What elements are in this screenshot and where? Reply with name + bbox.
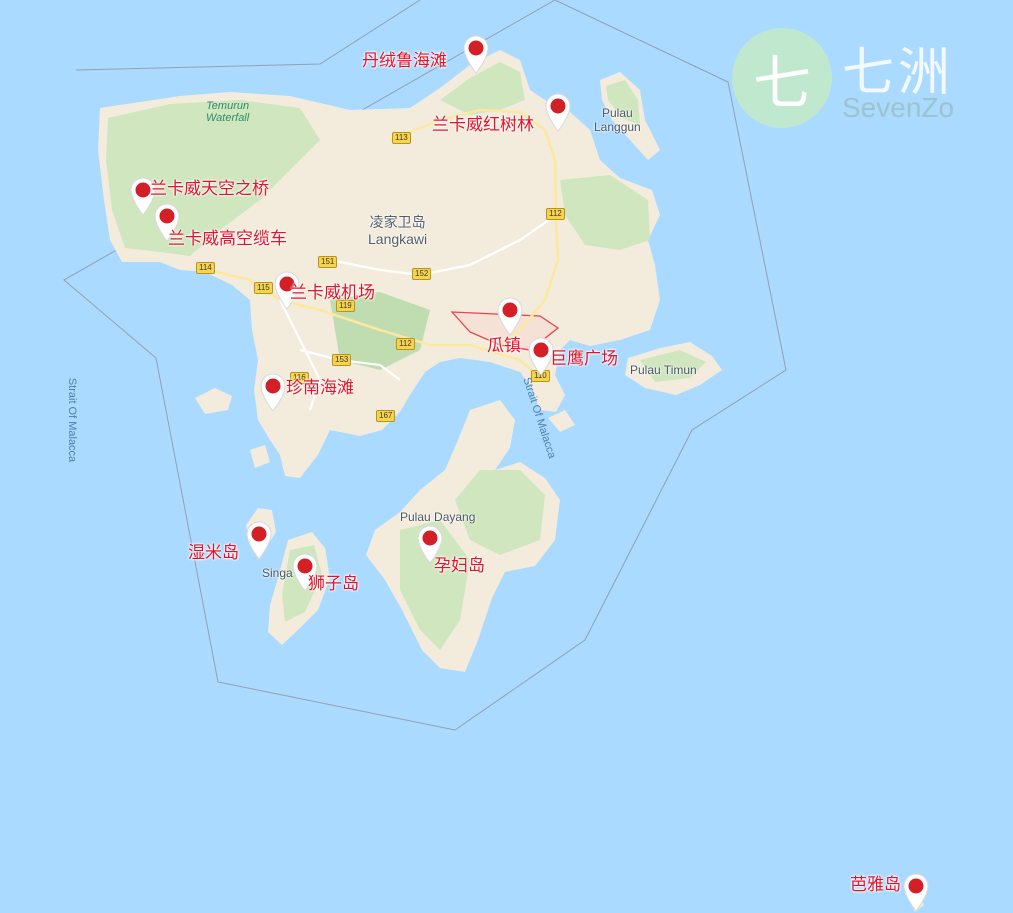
road-shield: 119 bbox=[336, 300, 355, 312]
place-label-line: Langgun bbox=[594, 120, 641, 135]
road-shield: 152 bbox=[412, 268, 432, 280]
forest-area bbox=[455, 470, 545, 555]
road-shield: 153 bbox=[332, 354, 352, 366]
map-pin-icon[interactable] bbox=[244, 520, 274, 560]
waterfall-label-line: Waterfall bbox=[206, 112, 250, 125]
road-shield: 112 bbox=[546, 208, 565, 220]
road-shield: 113 bbox=[392, 132, 411, 144]
pulau-dayang-label: Pulau Dayang bbox=[400, 510, 475, 524]
strait-label-west: Strait Of Malacca bbox=[66, 377, 79, 463]
forest-area bbox=[640, 350, 706, 382]
road-shield: 115 bbox=[254, 282, 273, 294]
road bbox=[279, 299, 322, 411]
map-pin-icon[interactable] bbox=[543, 92, 573, 132]
pulau-singa-label: Singa bbox=[262, 566, 293, 580]
poi-label-mangrove[interactable]: 兰卡威红树林 bbox=[432, 115, 534, 135]
logo-circle bbox=[732, 28, 832, 128]
sevenzo-logo: 七 七洲 SevenZo bbox=[732, 28, 992, 133]
forest-area bbox=[400, 520, 470, 650]
main-island-label: 凌家卫岛 Langkawi bbox=[368, 214, 427, 248]
logo-glyph: 七 bbox=[752, 49, 811, 117]
road-shield: 116 bbox=[290, 372, 309, 384]
pulau-langgun-label: Pulau Langgun bbox=[594, 106, 641, 135]
district-boundary bbox=[63, 0, 787, 731]
poi-label-cenang-beach[interactable]: 珍南海滩 bbox=[286, 378, 354, 398]
place-label-line: Pulau Dayang bbox=[400, 510, 476, 524]
pulau-timun-label: Pulau Timun bbox=[630, 363, 697, 377]
main-island-name-cn: 凌家卫岛 bbox=[369, 214, 426, 230]
poi-label-kuah[interactable]: 瓜镇 bbox=[487, 336, 521, 356]
road bbox=[329, 214, 557, 277]
waterfall-label-line: Temurun bbox=[206, 100, 250, 112]
place-label-line: Singa bbox=[262, 566, 293, 580]
poi-label-singa-besar[interactable]: 狮子岛 bbox=[308, 574, 359, 594]
main-island-name-en: Langkawi bbox=[368, 230, 428, 247]
map-pin-icon[interactable] bbox=[258, 372, 288, 412]
map-pin-icon[interactable] bbox=[526, 336, 556, 376]
map-pin-icon[interactable] bbox=[272, 270, 302, 310]
road bbox=[299, 348, 401, 381]
logo-name-cn: 七洲 bbox=[842, 43, 955, 103]
temurun-waterfall-label: Temurun Waterfall bbox=[206, 100, 249, 124]
map-pin-icon[interactable] bbox=[461, 34, 491, 74]
islet bbox=[195, 388, 232, 414]
islet bbox=[548, 410, 575, 432]
poi-label-dayang-bunting[interactable]: 孕妇岛 bbox=[434, 556, 485, 576]
islet bbox=[250, 445, 270, 468]
map-pin-icon[interactable] bbox=[128, 176, 158, 216]
poi-label-eagle-square[interactable]: 巨鹰广场 bbox=[550, 349, 618, 369]
road bbox=[389, 108, 560, 347]
forest-area bbox=[440, 62, 525, 115]
road-shield: 167 bbox=[376, 410, 396, 422]
map-pin-icon[interactable] bbox=[901, 872, 931, 912]
poi-label-cable-car[interactable]: 兰卡威高空缆车 bbox=[168, 229, 287, 249]
poi-label-sky-bridge[interactable]: 兰卡威天空之桥 bbox=[150, 179, 269, 199]
road-shield: 112 bbox=[396, 338, 415, 350]
forest-area bbox=[606, 80, 640, 125]
map-pin-icon[interactable] bbox=[415, 524, 445, 564]
logo-name-en: SevenZo bbox=[842, 92, 955, 123]
map-pin-icon[interactable] bbox=[495, 296, 525, 336]
forest-area bbox=[560, 175, 650, 250]
road-shield: 114 bbox=[196, 262, 215, 274]
map-pin-icon[interactable] bbox=[290, 552, 320, 592]
place-label-line: Pulau bbox=[602, 106, 633, 120]
poi-label-airport[interactable]: 兰卡威机场 bbox=[290, 283, 375, 303]
road-shield: 151 bbox=[318, 256, 338, 268]
poi-label-tanjung-rhu[interactable]: 丹绒鲁海滩 bbox=[362, 51, 447, 71]
poi-label-beras-basah[interactable]: 湿米岛 bbox=[188, 543, 239, 563]
poi-label-payar[interactable]: 芭雅岛 bbox=[850, 875, 901, 895]
map-pin-icon[interactable] bbox=[152, 202, 182, 242]
